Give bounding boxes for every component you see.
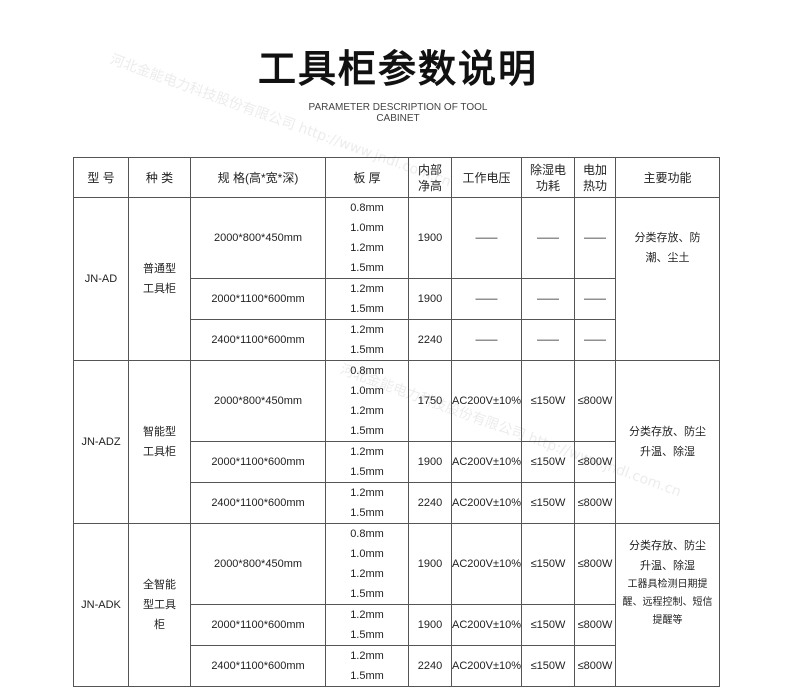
voltage-cell: AC200V±10% [451,604,522,646]
model-cell: JN-ADK [73,523,129,687]
voltage-cell: AC200V±10% [451,360,522,442]
function-cell: 分类存放、防尘升温、除湿 [615,360,720,524]
spec-cell: 2000*800*450mm [190,360,326,442]
subtitle-line: PARAMETER DESCRIPTION OF TOOL [308,102,488,113]
spec-cell: 2000*1100*600mm [190,278,326,320]
function-extra-text: 工器具检测日期提醒、远程控制、短信提醒等 [622,579,713,626]
column-header: 种 类 [128,157,191,198]
thickness-cell: 1.2mm 1.5mm [325,441,409,483]
voltage-cell: AC200V±10% [451,645,522,687]
subtitle: PARAMETER DESCRIPTION OF TOOL CABINET [0,102,796,124]
spec-cell: 2400*1100*600mm [190,645,326,687]
thickness-cell: 0.8mm 1.0mm 1.2mm 1.5mm [325,523,409,605]
dehumidify-power-cell: —— [521,319,575,361]
dehumidify-power-cell: ≤150W [521,604,575,646]
heating-power-cell: ≤800W [574,441,616,483]
voltage-cell: —— [451,197,522,279]
type-cell: 全智能型工具柜 [128,523,191,687]
table-row: JN-ADZ 智能型工具柜 2000*800*450mm 0.8mm 1.0mm 1.… [73,360,720,524]
parameter-table: 型 号种 类规 格(高*宽*深) 板 厚内部净高 工作电压 除湿电功耗 电加热功 主要功能… [73,157,720,687]
dehumidify-power-cell: —— [521,278,575,320]
thickness-cell: 1.2mm 1.5mm [325,604,409,646]
height-cell: 1750 [408,360,452,442]
model-cell: JN-ADZ [73,360,129,524]
height-cell: 1900 [408,197,452,279]
spec-cell: 2000*1100*600mm [190,441,326,483]
heating-power-cell: ≤800W [574,482,616,524]
dehumidify-power-cell: ≤150W [521,360,575,442]
heating-power-cell: —— [574,197,616,279]
column-header: 工作电压 [451,157,522,198]
subtitle-line: CABINET [376,113,420,124]
spec-cell: 2000*800*450mm [190,197,326,279]
type-cell: 普通型工具柜 [128,197,191,361]
function-text: 分类存放、防尘升温、除湿 [629,540,706,572]
height-cell: 1900 [408,604,452,646]
function-cell: 分类存放、防尘升温、除湿工器具检测日期提醒、远程控制、短信提醒等 [615,523,720,687]
height-cell: 1900 [408,523,452,605]
table-row: 2000*1100*600mm 1.2mm 1.5mm 1900 AC200V±10%… [74,441,720,483]
height-cell: 2240 [408,645,452,687]
column-header: 板 厚 [325,157,409,198]
spec-cell: 2000*800*450mm [190,523,326,605]
heating-power-cell: ≤800W [574,604,616,646]
heating-power-cell: ≤800W [574,645,616,687]
spec-cell: 2400*1100*600mm [190,319,326,361]
height-cell: 2240 [408,319,452,361]
column-header: 规 格(高*宽*深) [190,157,326,198]
height-cell: 1900 [408,278,452,320]
dehumidify-power-cell: ≤150W [521,645,575,687]
heating-power-cell: —— [574,278,616,320]
column-header: 内部净高 [408,157,452,198]
heating-power-cell: ≤800W [574,523,616,605]
heating-power-cell: ≤800W [574,360,616,442]
thickness-cell: 0.8mm 1.0mm 1.2mm 1.5mm [325,197,409,279]
spec-cell: 2400*1100*600mm [190,482,326,524]
dehumidify-power-cell: ≤150W [521,482,575,524]
type-cell: 智能型工具柜 [128,360,191,524]
dehumidify-power-cell: ≤150W [521,441,575,483]
dehumidify-power-cell: ≤150W [521,523,575,605]
table-row: 2400*1100*600mm 1.2mm 1.5mm 2240 —— —— —— [74,319,720,361]
voltage-cell: AC200V±10% [451,482,522,524]
voltage-cell: —— [451,319,522,361]
column-header: 主要功能 [615,157,720,198]
thickness-cell: 0.8mm 1.0mm 1.2mm 1.5mm [325,360,409,442]
column-header: 除湿电功耗 [521,157,575,198]
voltage-cell: AC200V±10% [451,523,522,605]
function-cell: 分类存放、防潮、尘土 [615,197,720,361]
table-row: JN-ADK 全智能型工具柜 2000*800*450mm 0.8mm 1.0mm 1… [73,523,720,687]
model-cell: JN-AD [73,197,129,361]
height-cell: 1900 [408,441,452,483]
thickness-cell: 1.2mm 1.5mm [325,319,409,361]
heating-power-cell: —— [574,319,616,361]
thickness-cell: 1.2mm 1.5mm [325,482,409,524]
table-row: 2400*1100*600mm 1.2mm 1.5mm 2240 AC200V±10%… [74,482,720,524]
voltage-cell: AC200V±10% [451,441,522,483]
column-header: 型 号 [73,157,129,198]
table-row: 2000*1100*600mm 1.2mm 1.5mm 1900 —— —— —— [74,278,720,320]
thickness-cell: 1.2mm 1.5mm [325,278,409,320]
thickness-cell: 1.2mm 1.5mm [325,645,409,687]
height-cell: 2240 [408,482,452,524]
dehumidify-power-cell: —— [521,197,575,279]
table-row: JN-AD 普通型工具柜 2000*800*450mm 0.8mm 1.0mm 1.2… [73,197,720,361]
spec-cell: 2000*1100*600mm [190,604,326,646]
voltage-cell: —— [451,278,522,320]
page-title: 工具柜参数说明 [257,47,538,91]
column-header: 电加热功 [574,157,616,198]
